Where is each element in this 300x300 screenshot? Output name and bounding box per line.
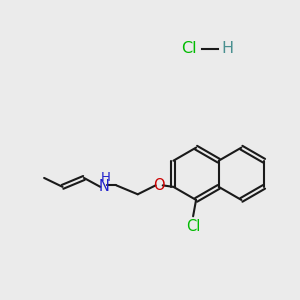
Text: O: O [153, 178, 165, 193]
Text: Cl: Cl [186, 219, 200, 234]
Text: Cl: Cl [181, 41, 197, 56]
Text: H: H [221, 41, 233, 56]
Text: H: H [100, 171, 110, 184]
Text: N: N [98, 179, 109, 194]
